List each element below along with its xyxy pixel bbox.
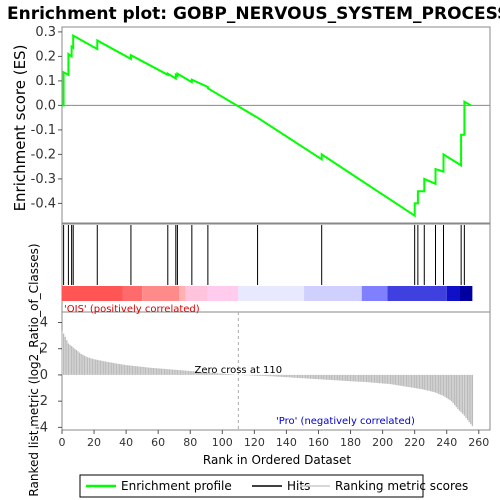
color-bar-segment <box>361 286 388 301</box>
metric-y-tick-label: -2 <box>35 394 48 409</box>
metric-panel-frame <box>61 311 491 431</box>
metric-y-tick-label: -4 <box>35 420 48 435</box>
color-bar-segment <box>238 286 305 301</box>
enrichment-profile-line <box>62 33 472 218</box>
es-y-tick-label: -0.1 <box>31 123 56 138</box>
es-y-axis-label: Enrichment score (ES) <box>11 45 29 212</box>
es-y-tick-label: -0.3 <box>31 172 56 187</box>
metric-x-ticks: 0 20 40 60 80 100 120 140 160 180 200 220 240 260 <box>59 430 489 449</box>
color-bar-segment <box>304 286 362 301</box>
es-y-tick-label: 0.2 <box>35 49 56 64</box>
ranking-color-bar <box>62 286 473 301</box>
metric-score-bars <box>61 330 474 427</box>
es-y-tick-label: -0.4 <box>31 196 56 211</box>
metric-x-tick-label: 20 <box>87 436 101 449</box>
color-bar-segment <box>207 286 239 301</box>
metric-x-tick-label: 120 <box>244 436 265 449</box>
metric-y-ticks: 4 2 0 -2 -4 <box>35 315 62 435</box>
color-bar-segment <box>185 286 208 301</box>
legend-label: Hits <box>287 479 310 493</box>
metric-x-tick-label: 40 <box>119 436 133 449</box>
chart-title: Enrichment plot: GOBP_NERVOUS_SYSTEM_PRO… <box>7 4 500 24</box>
color-bar-segment <box>387 286 447 301</box>
positive-correlation-label: 'OIS' (positively correlated) <box>64 304 200 315</box>
zero-cross-label: Zero cross at 110 <box>195 365 283 376</box>
metric-x-axis-label: Rank in Ordered Dataset <box>203 453 351 467</box>
color-bar-segment <box>459 286 473 301</box>
color-bar-segment <box>179 286 186 301</box>
metric-y-tick-label: 0 <box>40 368 48 383</box>
legend: Enrichment profile Hits Ranking metric sco… <box>86 479 468 493</box>
legend-label: Enrichment profile <box>121 479 232 493</box>
metric-x-tick-label: 100 <box>212 436 233 449</box>
metric-x-tick-label: 200 <box>372 436 393 449</box>
legend-label: Ranking metric scores <box>335 479 468 493</box>
metric-x-tick-label: 260 <box>468 436 489 449</box>
metric-y-tick-label: 4 <box>40 315 48 330</box>
metric-x-tick-label: 180 <box>340 436 361 449</box>
color-bar-segment <box>446 286 460 301</box>
legend-box <box>79 474 424 498</box>
metric-x-tick-label: 0 <box>59 436 66 449</box>
negative-correlation-label: 'Pro' (negatively correlated) <box>276 416 415 427</box>
color-bar-segment <box>122 286 143 301</box>
metric-x-tick-label: 240 <box>436 436 457 449</box>
metric-x-tick-label: 220 <box>404 436 425 449</box>
es-y-tick-label: 0.1 <box>35 74 56 89</box>
metric-y-axis-label: Ranked list metric (log2_Ratio_of_Classe… <box>27 243 41 496</box>
metric-x-tick-label: 160 <box>308 436 329 449</box>
metric-x-tick-label: 140 <box>276 436 297 449</box>
color-bar-segment <box>62 286 123 301</box>
metric-y-tick-label: 2 <box>40 342 48 357</box>
metric-x-tick-label: 80 <box>183 436 197 449</box>
metric-x-tick-label: 60 <box>151 436 165 449</box>
es-y-tick-label: 0.3 <box>35 25 56 40</box>
es-y-ticks: 0.3 0.2 0.1 0.0 -0.1 -0.2 -0.3 -0.4 <box>31 25 62 211</box>
color-bar-segment <box>142 286 180 301</box>
es-y-tick-label: -0.2 <box>31 147 56 162</box>
ranking-metric-bars <box>61 330 474 427</box>
hit-markers <box>63 225 465 285</box>
es-y-tick-label: 0.0 <box>35 98 56 113</box>
